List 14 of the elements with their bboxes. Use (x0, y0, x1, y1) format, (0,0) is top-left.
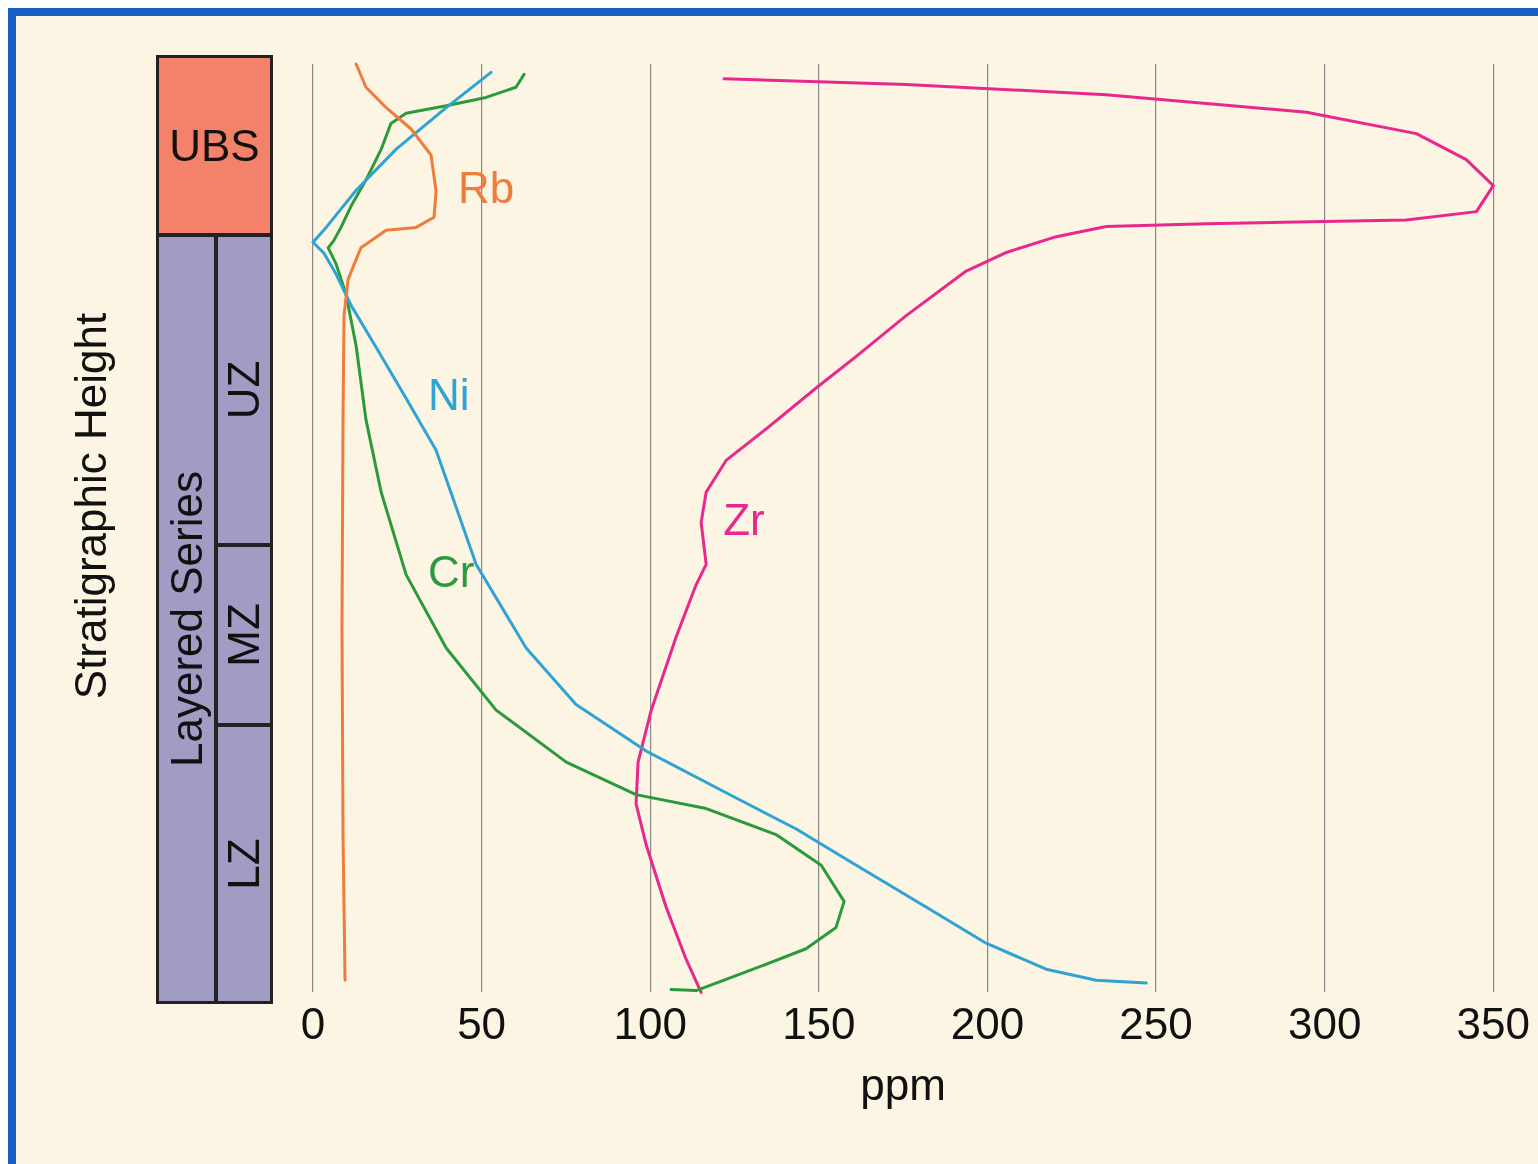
stratigraphic-column: UBS Layered Series UZ MZ LZ (156, 55, 273, 1004)
x-tick-label: 300 (1287, 998, 1362, 1048)
x-tick-label: 100 (613, 998, 687, 1048)
series-label: Ni (428, 370, 470, 420)
series-label: Cr (428, 546, 475, 596)
x-tick-label: 250 (1119, 998, 1193, 1048)
x-tick-label: 50 (457, 998, 507, 1048)
x-axis-title: ppm (860, 1059, 946, 1109)
x-tick-label: 200 (950, 998, 1025, 1048)
series-label: Zr (723, 494, 765, 544)
y-axis-title: Stratigraphic Height (66, 312, 116, 700)
x-tick-label: 350 (1456, 998, 1530, 1048)
x-tick-label: 0 (300, 998, 326, 1048)
x-tick-label: 150 (782, 998, 856, 1048)
